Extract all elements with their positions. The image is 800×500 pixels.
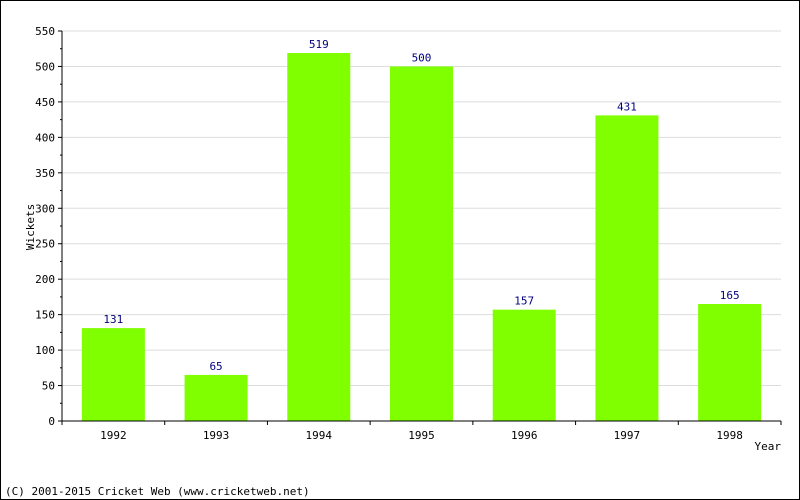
bars: [81, 52, 762, 422]
bar-value-label: 131: [103, 313, 123, 326]
bar-value-label: 519: [309, 38, 329, 51]
x-tick-label: 1993: [203, 429, 230, 442]
bar-value-label: 65: [209, 360, 222, 373]
x-tick-label: 1992: [100, 429, 127, 442]
bar-value-label: 431: [617, 100, 637, 113]
y-tick-label: 350: [35, 167, 55, 180]
y-tick-label: 550: [35, 25, 55, 38]
bar: [184, 374, 248, 421]
y-tick-label: 450: [35, 96, 55, 109]
y-tick-label: 250: [35, 238, 55, 251]
x-axis-title: Year: [755, 440, 782, 453]
labels: 0 50 100 150 200 250 300 350 400 450 500 550 131 1992…: [35, 25, 743, 442]
copyright-footer: (C) 2001-2015 Cricket Web (www.cricketwe…: [5, 485, 310, 498]
y-tick-label: 150: [35, 309, 55, 322]
bar: [81, 328, 145, 421]
y-tick-label: 400: [35, 131, 55, 144]
y-tick-label: 300: [35, 202, 55, 215]
y-tick-label: 100: [35, 344, 55, 357]
y-tick-label: 50: [42, 380, 55, 393]
x-tick-label: 1994: [306, 429, 333, 442]
x-tick-label: 1996: [511, 429, 538, 442]
y-tick-label: 200: [35, 273, 55, 286]
bar: [698, 304, 762, 421]
x-tick-label: 1997: [614, 429, 641, 442]
bar: [287, 52, 351, 422]
x-tick-label: 1995: [408, 429, 435, 442]
axes: [58, 30, 782, 425]
y-tick-label: 500: [35, 60, 55, 73]
bar: [595, 115, 659, 421]
bar-value-label: 157: [514, 295, 534, 308]
bar: [390, 66, 453, 422]
bar-value-label: 165: [720, 289, 740, 302]
y-axis-title: Wickets: [24, 204, 37, 250]
bar: [492, 309, 556, 421]
bar-value-label: 500: [412, 51, 432, 64]
y-tick-label: 0: [48, 415, 55, 428]
x-tick-label: 1998: [716, 429, 743, 442]
